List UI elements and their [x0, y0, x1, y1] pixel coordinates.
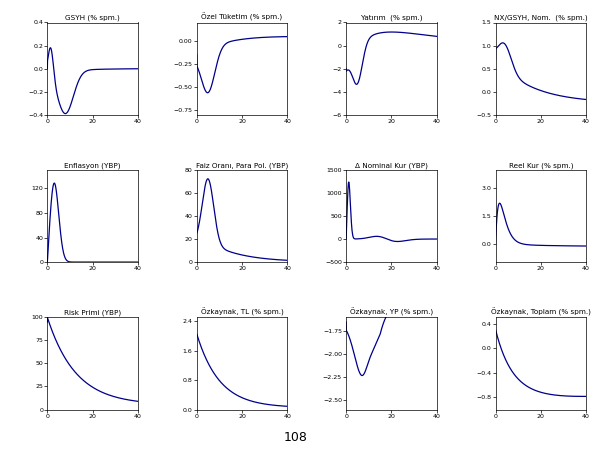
Title: Risk Primi (YBP): Risk Primi (YBP)	[64, 310, 121, 316]
Title: Özkaynak, TL (% spm.): Özkaynak, TL (% spm.)	[201, 308, 284, 316]
Title: Özkaynak, Toplam (% spm.): Özkaynak, Toplam (% spm.)	[491, 308, 591, 316]
Title: Reel Kur (% spm.): Reel Kur (% spm.)	[509, 162, 573, 169]
Title: Özkaynak, YP (% spm.): Özkaynak, YP (% spm.)	[350, 308, 433, 316]
Title: Faiz Oranı, Para Pol. (YBP): Faiz Oranı, Para Pol. (YBP)	[196, 162, 288, 169]
Title: NX/GSYH, Nom.  (% spm.): NX/GSYH, Nom. (% spm.)	[494, 15, 588, 21]
Title: Δ Nominal Kur (YBP): Δ Nominal Kur (YBP)	[355, 162, 428, 169]
Title: Enflasyon (YBP): Enflasyon (YBP)	[65, 162, 121, 169]
Title: GSYH (% spm.): GSYH (% spm.)	[65, 15, 120, 21]
Title: Özel Tüketim (% spm.): Özel Tüketim (% spm.)	[201, 13, 282, 21]
Title: Yatırım  (% spm.): Yatırım (% spm.)	[361, 15, 422, 21]
Text: 108: 108	[284, 431, 308, 444]
